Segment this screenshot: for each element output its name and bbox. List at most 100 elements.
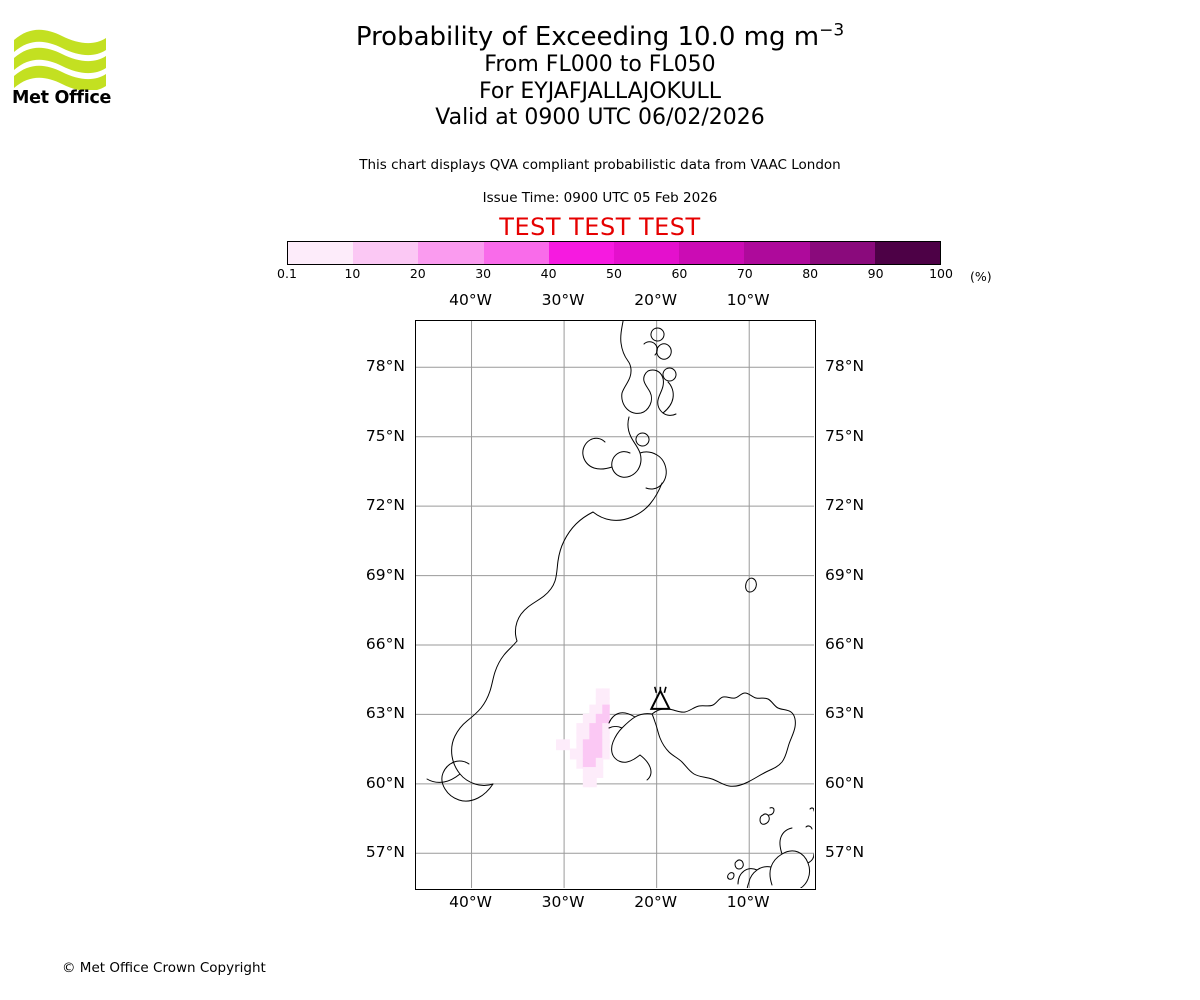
probability-cell [582, 757, 591, 769]
colorbar-band-9 [874, 242, 941, 264]
test-banner: TEST TEST TEST [499, 213, 701, 241]
probability-field [555, 688, 610, 788]
volcano-line: For EYJAFJALLAJOKULL [479, 78, 721, 104]
probability-cell [589, 704, 597, 716]
issue-time: Issue Time: 0900 UTC 05 Feb 2026 [482, 190, 718, 206]
lon-tick-bottom-3: 10°W [726, 893, 770, 911]
probability-cell [595, 767, 604, 778]
met-office-logo [12, 24, 108, 112]
colorbar-unit-label: (%) [970, 269, 992, 284]
colorbar-tick-80: 80 [802, 266, 819, 281]
map-gridlines [416, 321, 814, 888]
lon-tick-top-3: 10°W [726, 291, 770, 309]
lat-tick-left-5: 72°N [365, 496, 405, 515]
title-exponent: −3 [819, 20, 845, 41]
colorbar-band-3 [483, 242, 549, 264]
probability-cell [589, 723, 597, 735]
colorbar-tick-50: 50 [606, 266, 622, 281]
colorbar [287, 241, 941, 265]
probability-cell [582, 748, 591, 760]
probability-cell [589, 732, 597, 744]
lat-tick-right-3: 66°N [825, 635, 865, 653]
probability-cell [576, 748, 584, 760]
lat-tick-left-6: 75°N [365, 426, 405, 445]
lon-tick-top-1: 30°W [541, 291, 585, 309]
probability-cell [602, 713, 610, 725]
lat-tick-left-1: 60°N [365, 773, 405, 792]
logo-waves-icon [14, 29, 106, 90]
probability-cell [589, 776, 597, 788]
lat-tick-left-3: 66°N [365, 635, 405, 653]
colorbar-tick-10: 10 [344, 266, 361, 281]
copyright-notice: © Met Office Crown Copyright [62, 960, 266, 976]
map-canvas [416, 321, 814, 888]
lat-tick-left-4: 69°N [365, 565, 405, 584]
probability-cell [595, 723, 604, 735]
probability-cell [562, 739, 570, 751]
volcano-marker [649, 686, 671, 710]
title-block: Probability of Exceeding 10.0 mg m−3 Fro… [0, 22, 1200, 132]
probability-cell [595, 748, 604, 760]
probability-cell [576, 732, 584, 744]
probability-cell [582, 767, 591, 778]
colorbar-tick-30: 30 [475, 266, 492, 281]
probability-cell [576, 723, 584, 735]
volcano-plume-icon [653, 686, 658, 694]
probability-cell [595, 732, 604, 744]
probability-cell [602, 739, 610, 751]
probability-cell [595, 697, 604, 709]
probability-cell [582, 739, 591, 751]
colorbar-tick-90: 90 [867, 266, 884, 281]
colorbar-band-0 [288, 242, 354, 264]
probability-cell [576, 757, 584, 769]
colorbar-tick-0.1: 0.1 [277, 266, 297, 281]
probability-cell [589, 748, 597, 760]
lon-tick-top-2: 20°W [634, 291, 678, 309]
probability-cell [555, 739, 564, 751]
lat-tick-right-1: 60°N [825, 773, 865, 792]
page-title: Probability of Exceeding 10.0 mg m−3 [0, 22, 1200, 52]
lat-tick-right-2: 63°N [825, 704, 865, 723]
probability-cell [602, 697, 610, 709]
lat-tick-right-4: 69°N [825, 565, 865, 584]
coastlines [426, 321, 814, 888]
colorbar-tick-70: 70 [736, 266, 753, 281]
lat-tick-left-0: 57°N [365, 843, 405, 862]
map-panel[interactable] [415, 320, 816, 890]
colorbar-tick-20: 20 [409, 266, 426, 281]
colorbar-band-1 [353, 242, 419, 264]
probability-cell [576, 739, 584, 751]
probability-cell [589, 767, 597, 778]
lon-tick-bottom-1: 30°W [541, 893, 585, 911]
colorbar-tick-40: 40 [540, 266, 557, 281]
lat-tick-right-6: 75°N [825, 426, 865, 445]
probability-cell [602, 704, 610, 716]
logo-wordmark: Met Office [12, 88, 112, 108]
valid-time-line: Valid at 0900 UTC 06/02/2026 [435, 105, 765, 130]
lat-tick-right-0: 57°N [825, 843, 865, 862]
probability-cell [589, 757, 597, 769]
probability-cell [595, 688, 604, 700]
probability-cell [602, 688, 610, 700]
probability-cell [595, 739, 604, 751]
lat-tick-right-7: 78°N [825, 357, 865, 376]
colorbar-band-2 [418, 242, 484, 264]
probability-cell [595, 757, 604, 769]
colorbar-band-8 [809, 242, 875, 264]
colorbar-tick-60: 60 [671, 266, 688, 281]
colorbar-bands [287, 241, 941, 265]
colorbar-ticks: 0.1 10 20 30 40 50 60 70 80 90 100 [277, 266, 953, 284]
probability-cell [589, 739, 597, 751]
lon-tick-bottom-2: 20°W [634, 893, 678, 911]
colorbar-band-7 [744, 242, 810, 264]
probability-cell [582, 713, 591, 725]
probability-cell [582, 732, 591, 744]
probability-cell [582, 723, 591, 735]
lon-tick-top-0: 40°W [449, 291, 492, 309]
probability-cell [602, 723, 610, 735]
probability-cell [582, 776, 591, 788]
colorbar-band-6 [679, 242, 745, 264]
probability-cell [602, 732, 610, 744]
probability-cell [569, 748, 578, 760]
flight-level-line: From FL000 to FL050 [484, 52, 716, 77]
